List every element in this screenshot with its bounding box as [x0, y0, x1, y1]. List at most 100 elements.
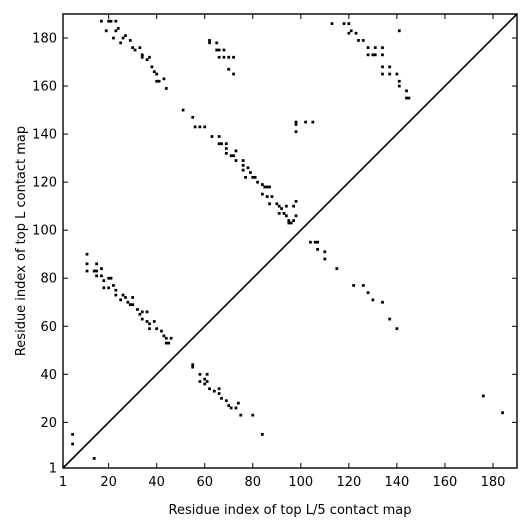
contact-point-top-l: [152, 70, 156, 74]
contact-point-top-l: [316, 240, 320, 244]
contact-point-top-l: [131, 46, 135, 50]
contact-point-top-l: [145, 58, 149, 62]
contact-point-top-l5: [251, 413, 255, 417]
contact-point-top-l5: [121, 293, 125, 297]
contact-point-top-l5: [205, 380, 209, 383]
contact-point-top-l: [256, 180, 259, 184]
contact-point-top-l: [140, 55, 144, 59]
x-tick-label: 60: [196, 475, 213, 490]
contact-point-top-l: [342, 22, 346, 25]
contact-point-top-l5: [95, 262, 99, 266]
contact-point-top-l: [104, 29, 108, 33]
contact-point-top-l: [388, 317, 392, 321]
contact-point-top-l: [371, 298, 375, 302]
contact-point-top-l5: [114, 288, 118, 292]
axis-ticks: 1 20 40 60 80 100 120 140 160 1801204060801001201…: [32, 14, 517, 490]
contact-point-top-l: [282, 211, 286, 215]
contact-point-top-l: [234, 149, 238, 153]
contact-point-top-l: [287, 221, 291, 225]
contact-point-top-l: [335, 267, 339, 271]
contact-point-top-l5: [208, 387, 211, 391]
contact-point-top-l: [285, 204, 288, 208]
contact-point-top-l5: [136, 308, 139, 311]
contact-point-top-l: [311, 120, 315, 124]
contact-point-top-l5: [229, 406, 233, 410]
contact-point-top-l5: [217, 392, 221, 395]
contact-point-top-l5: [217, 387, 221, 391]
contact-point-top-l: [124, 34, 127, 38]
contact-point-top-l5: [169, 336, 173, 340]
contact-point-top-l: [330, 22, 334, 25]
y-tick-label: 40: [40, 368, 57, 383]
contact-point-top-l: [217, 48, 221, 52]
contact-point-top-l: [265, 195, 269, 198]
contact-point-top-l: [112, 36, 115, 40]
y-tick-label: 80: [40, 272, 57, 287]
y-tick-label: 20: [40, 416, 57, 431]
contact-point-top-l: [133, 48, 137, 52]
contact-point-top-l: [217, 142, 221, 146]
contact-point-top-l: [371, 53, 375, 57]
contact-point-top-l: [361, 284, 365, 287]
y-tick-label: 140: [32, 128, 57, 143]
contact-point-top-l: [294, 130, 298, 134]
contact-point-top-l: [357, 39, 360, 42]
contact-point-top-l: [347, 31, 351, 35]
contact-point-top-l: [349, 29, 353, 33]
contact-point-top-l: [157, 79, 161, 83]
x-tick-label: 140: [384, 475, 409, 490]
y-axis-label: Residue index of top L contact map: [14, 126, 29, 356]
x-tick-label: 160: [433, 475, 458, 490]
contact-point-top-l: [395, 72, 399, 76]
contact-point-top-l5: [260, 432, 264, 436]
contact-point-top-l5: [109, 276, 113, 280]
contact-point-top-l: [309, 240, 312, 244]
contact-point-top-l: [234, 159, 238, 162]
contact-point-top-l5: [148, 322, 151, 326]
contact-point-top-l: [138, 46, 142, 50]
y-tick-label: 120: [32, 176, 57, 191]
contact-point-top-l: [381, 72, 384, 76]
contact-point-top-l: [109, 19, 113, 23]
contact-point-top-l: [366, 53, 370, 57]
contact-point-top-l: [347, 22, 351, 25]
contact-point-top-l: [253, 175, 257, 179]
contact-point-top-l: [294, 120, 298, 124]
contact-point-top-l: [381, 46, 384, 50]
contact-point-top-l: [323, 257, 327, 261]
contact-point-top-l: [119, 41, 123, 45]
contact-point-top-l: [148, 55, 151, 59]
contact-point-top-l: [241, 163, 245, 167]
contact-point-top-l: [229, 154, 233, 158]
contact-point-top-l: [208, 39, 211, 42]
contact-point-top-l: [373, 53, 377, 57]
contact-point-top-l5: [236, 401, 240, 405]
contact-point-top-l5: [100, 267, 103, 271]
contact-point-top-l: [304, 120, 307, 124]
contact-point-top-l5: [92, 457, 96, 460]
contact-point-top-l: [277, 211, 281, 215]
contact-point-top-l: [116, 27, 120, 30]
contact-point-top-l5: [85, 252, 89, 256]
contact-point-top-l: [203, 125, 207, 129]
y-tick-label: 100: [32, 224, 57, 239]
contact-point-top-l: [181, 108, 185, 112]
contact-point-top-l5: [100, 274, 103, 278]
contact-point-top-l: [251, 175, 255, 179]
contact-point-top-l: [232, 72, 235, 76]
contact-point-top-l: [265, 185, 269, 189]
contact-point-top-l: [263, 185, 267, 189]
x-tick-label: 180: [481, 475, 506, 490]
contact-point-top-l5: [145, 310, 149, 314]
contact-point-top-l5: [112, 284, 115, 287]
x-tick-label: 40: [148, 475, 165, 490]
contact-point-top-l5: [167, 341, 171, 345]
contact-point-top-l5: [203, 377, 207, 381]
contact-point-top-l: [366, 46, 370, 50]
contact-point-top-l: [121, 36, 125, 40]
x-tick-label: 100: [288, 475, 313, 490]
contact-point-top-l: [107, 19, 111, 23]
contact-point-top-l: [294, 214, 298, 218]
contact-point-top-l: [260, 192, 264, 196]
contact-point-top-l: [215, 48, 219, 52]
